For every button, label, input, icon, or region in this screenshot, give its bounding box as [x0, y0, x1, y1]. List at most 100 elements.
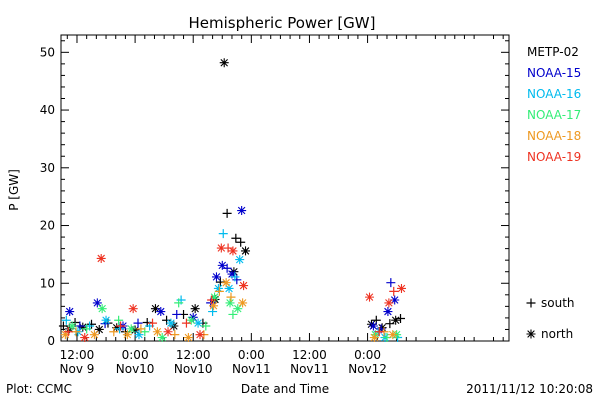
x-axis-label: Date and Time [241, 382, 329, 396]
data-point-south [207, 295, 217, 305]
data-point-north [369, 333, 379, 343]
data-point-north [130, 325, 140, 335]
data-point-north [238, 298, 248, 308]
data-point-south [231, 233, 241, 243]
x-tick-date: Nov11 [232, 362, 271, 376]
marker-legend-label: north [541, 327, 573, 341]
data-point-north [239, 281, 249, 291]
x-tick-time: 0:00 [238, 348, 265, 362]
data-point-south [172, 309, 182, 319]
data-point-north [370, 330, 380, 340]
legend-entry: METP-02 [527, 45, 579, 59]
data-point-south [223, 243, 233, 253]
x-tick-time: 0:00 [354, 348, 381, 362]
data-point-north [190, 304, 200, 314]
x-tick-time: 0:00 [122, 348, 149, 362]
data-point-north [89, 330, 99, 340]
data-point-south [136, 324, 146, 334]
data-point-north [210, 292, 220, 302]
data-point-north [390, 295, 400, 305]
data-point-south [71, 327, 81, 337]
data-point-south [208, 307, 218, 317]
data-point-north [221, 278, 231, 288]
y-tick-label: 20 [40, 219, 55, 233]
marker-legend-label: south [541, 296, 575, 310]
legend-entry: NOAA-19 [527, 150, 581, 164]
data-point-north [96, 253, 106, 263]
x-tick-time: 12:00 [60, 348, 95, 362]
data-point-north [150, 304, 160, 314]
data-point-south [174, 298, 184, 308]
data-point-south [61, 315, 71, 325]
data-point-south [201, 321, 211, 331]
data-point-north [97, 304, 107, 314]
data-points [58, 58, 406, 343]
data-point-south [82, 324, 92, 334]
data-point-north [60, 330, 70, 340]
data-point-north [228, 246, 238, 256]
legend-entry: NOAA-16 [527, 87, 581, 101]
data-point-north [396, 283, 406, 293]
data-point-north [122, 330, 132, 340]
data-point-north [219, 58, 229, 68]
data-point-north [368, 321, 378, 331]
data-point-south [386, 278, 396, 288]
data-point-south [114, 315, 124, 325]
data-point-north [65, 307, 75, 317]
data-point-south [215, 277, 225, 287]
data-point-north [134, 330, 144, 340]
data-point-north [209, 301, 219, 311]
data-point-south [222, 208, 232, 218]
x-tick-date: Nov12 [348, 362, 387, 376]
data-point-south [133, 318, 143, 328]
legend: METP-02 NOAA-15 NOAA-16 NOAA-17 NOAA-18 NOAA-… [527, 45, 581, 164]
data-point-north [227, 269, 237, 279]
data-point-south [63, 327, 73, 337]
data-point-north [193, 318, 203, 328]
data-point-south [230, 272, 240, 282]
x-tick-date: Nov10 [174, 362, 213, 376]
data-point-south [374, 327, 384, 337]
data-point-north [78, 322, 88, 332]
data-point-north [163, 327, 173, 337]
data-point-north [235, 255, 245, 265]
x-tick-time: 12:00 [292, 348, 327, 362]
data-point-south [109, 327, 119, 337]
data-point-north [213, 283, 223, 293]
data-point-north [383, 307, 393, 317]
data-point-north [101, 315, 111, 325]
data-point-north [112, 323, 122, 333]
y-tick-label: 10 [40, 276, 55, 290]
data-point-north [241, 246, 251, 256]
y-axis: 0 10 20 30 40 50 [40, 40, 509, 348]
y-tick-label: 40 [40, 103, 55, 117]
data-point-north [188, 312, 198, 322]
chart-title: Hemispheric Power [GW] [189, 14, 376, 32]
data-point-south [218, 229, 228, 239]
data-point-south [226, 292, 236, 302]
legend-entry: NOAA-17 [527, 108, 581, 122]
data-point-north [128, 304, 138, 314]
footer-credit: Plot: CCMC [6, 382, 72, 396]
data-point-south [214, 286, 224, 296]
data-point-north [126, 324, 136, 334]
data-point-south [181, 318, 191, 328]
series-noaa-17 [67, 292, 402, 343]
marker-legend-star-icon [526, 329, 536, 339]
data-point-north [225, 298, 235, 308]
data-point-north [195, 330, 205, 340]
data-point-south [75, 321, 85, 331]
data-point-north [80, 333, 90, 343]
data-point-north [67, 321, 77, 331]
legend-entry: NOAA-18 [527, 129, 581, 143]
x-tick-time: 12:00 [176, 348, 211, 362]
series-noaa-19 [63, 243, 406, 343]
data-point-south [222, 263, 232, 273]
marker-legend-plus-icon [526, 298, 536, 308]
marker-legend: south north [526, 296, 575, 341]
data-point-north [237, 206, 247, 216]
data-point-south [87, 319, 97, 329]
data-point-north [183, 333, 193, 343]
